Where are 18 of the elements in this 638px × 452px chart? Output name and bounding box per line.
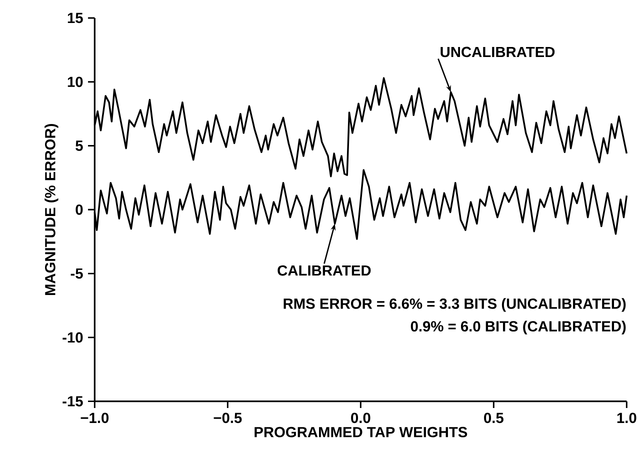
- annotation: 0.9% = 6.0 BITS (CALIBRATED): [410, 320, 626, 334]
- x-tick-label: 0.5: [484, 412, 504, 424]
- y-tick-label: 15: [68, 12, 83, 24]
- annotation: RMS ERROR = 6.6% = 3.3 BITS (UNCALIBRATED): [284, 298, 626, 312]
- x-axis-title: PROGRAMMED TAP WEIGHTS: [254, 426, 468, 438]
- y-tick-label: -15: [62, 396, 83, 406]
- x-tick-label: −1.0: [80, 412, 109, 424]
- y-tick-label: 5: [76, 140, 83, 151]
- y-axis-title: MAGNITUDE (% ERROR): [44, 124, 58, 296]
- text: UNCALIBRATED: [440, 46, 555, 58]
- x-tick-label: 0.0: [351, 412, 370, 424]
- y-tick-label: 10: [68, 76, 83, 88]
- x-tick-label: 1.0: [617, 412, 636, 424]
- y-tick-label: 0: [76, 204, 83, 215]
- y-tick-label: -5: [70, 268, 83, 279]
- x-tick-label: −0.5: [214, 412, 242, 424]
- y-tick-label: -10: [62, 332, 83, 343]
- text: CALIBRATED: [278, 265, 371, 276]
